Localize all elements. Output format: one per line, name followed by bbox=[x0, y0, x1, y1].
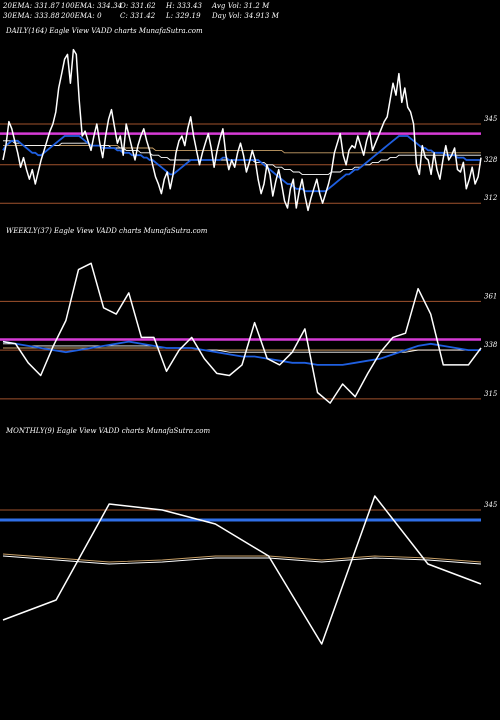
y-tick-label: 312 bbox=[484, 194, 498, 202]
ema-fast-line bbox=[2, 135, 481, 193]
daily-panel-label: DAILY(164) Eagle View VADD charts Munafa… bbox=[6, 27, 203, 35]
header-ema200: 200EMA: 0 bbox=[61, 12, 102, 20]
y-tick-label: 338 bbox=[484, 341, 498, 349]
weekly-panel: 361 338 315 bbox=[0, 262, 498, 404]
header-open: O: 331.62 bbox=[120, 2, 156, 10]
header-close: C: 331.42 bbox=[120, 12, 156, 20]
header-low: L: 329.19 bbox=[166, 12, 201, 20]
y-tick-label: 315 bbox=[484, 390, 498, 398]
ema-fast-line bbox=[2, 340, 481, 366]
y-tick-label: 345 bbox=[484, 115, 498, 123]
header-day-vol: Day Vol: 34.913 M bbox=[212, 12, 280, 20]
y-tick-label: 328 bbox=[484, 156, 498, 164]
y-tick-label: 361 bbox=[484, 292, 497, 300]
header-ema20: 20EMA: 331.87 bbox=[3, 2, 60, 10]
ema-slow-b-line bbox=[3, 347, 481, 351]
header-ema100: 100EMA: 334.34 bbox=[61, 2, 123, 10]
monthly-panel-label: MONTHLY(9) Eagle View VADD charts Munafa… bbox=[6, 427, 211, 435]
header-high: H: 333.43 bbox=[166, 2, 203, 10]
ema-slow-b-line bbox=[2, 553, 482, 563]
price-line bbox=[2, 48, 482, 212]
price-line bbox=[2, 495, 482, 645]
header-ema30: 30EMA: 333.88 bbox=[3, 12, 60, 20]
price-line bbox=[2, 262, 482, 404]
daily-panel: 345 328 312 bbox=[0, 48, 498, 212]
header-avg-vol: Avg Vol: 31.2 M bbox=[212, 2, 270, 10]
weekly-panel-label: WEEKLY(37) Eagle View VADD charts Munafa… bbox=[6, 227, 208, 235]
ema-slow-a-line bbox=[2, 555, 482, 565]
monthly-panel: 345 bbox=[0, 495, 498, 645]
y-tick-label: 345 bbox=[484, 501, 498, 509]
